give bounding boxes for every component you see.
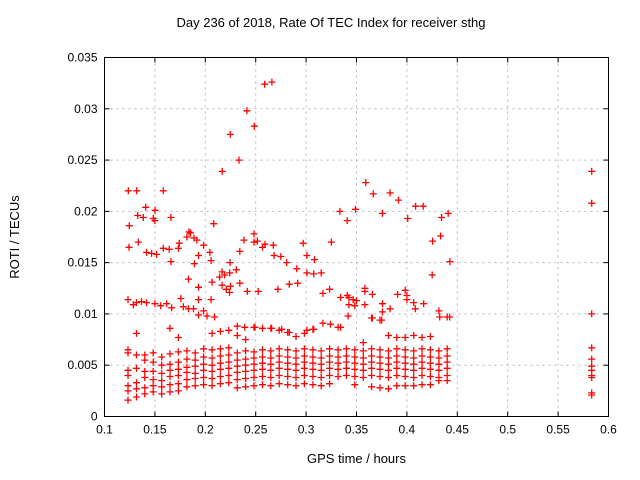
x-tick-label: 0.45 (446, 423, 470, 437)
y-tick-label: 0 (91, 410, 98, 424)
y-tick-label: 0.03 (74, 102, 98, 116)
x-tick-label: 0.1 (96, 423, 113, 437)
y-tick-label: 0.01 (74, 307, 98, 321)
scatter-points (124, 78, 596, 404)
x-tick-label: 0.5 (499, 423, 516, 437)
x-tick-label: 0.55 (546, 423, 570, 437)
y-tick-label: 0.005 (67, 358, 97, 372)
gridlines (104, 57, 609, 417)
x-tick-label: 0.4 (399, 423, 416, 437)
x-tick-label: 0.2 (197, 423, 214, 437)
y-tick-label: 0.035 (67, 51, 97, 65)
x-tick-label: 0.15 (143, 423, 167, 437)
x-axis-label: GPS time / hours (307, 451, 406, 466)
y-tick-label: 0.015 (67, 256, 97, 270)
x-tick-label: 0.3 (298, 423, 315, 437)
x-tick-label: 0.25 (244, 423, 268, 437)
axis-ticks (104, 57, 609, 417)
x-tick-label: 0.35 (345, 423, 369, 437)
scatter-points-path (124, 78, 596, 404)
x-tick-label: 0.6 (600, 423, 617, 437)
tick-labels: 0.1 0.15 0.2 0.25 0.3 0.35 0.4 0.45 0.5 0.55 0.6 0 0… (67, 51, 617, 437)
y-axis-label: ROTI / TECUs (7, 195, 22, 279)
y-tick-label: 0.02 (74, 204, 98, 218)
y-tick-label: 0.025 (67, 153, 97, 167)
chart-title: Day 236 of 2018, Rate Of TEC Index for r… (176, 15, 485, 30)
plot-border (104, 57, 609, 417)
